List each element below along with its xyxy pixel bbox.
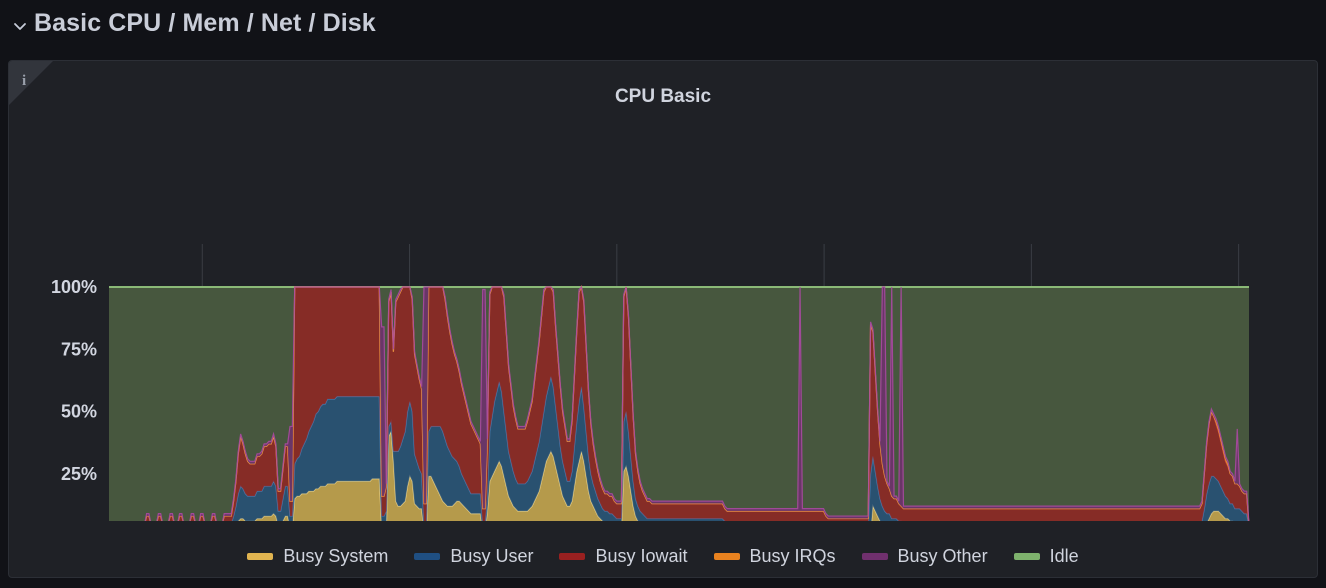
series-idle xyxy=(109,286,1249,521)
legend-color-swatch xyxy=(713,553,740,560)
legend-label: Busy Iowait xyxy=(595,546,688,566)
legend-color-swatch xyxy=(559,553,586,560)
legend-label: Busy System xyxy=(283,546,389,566)
legend-label: Idle xyxy=(1049,546,1079,566)
legend-label: Busy User xyxy=(450,546,534,566)
chart-legend: Busy System Busy User Busy Iowait Busy IRQs… xyxy=(9,546,1317,567)
series-area xyxy=(232,376,1249,521)
stacked-area-chart-svg[interactable]: 0%25%50%75%100%13:0014:0015:0016:0017:00… xyxy=(9,61,1318,521)
legend-color-swatch xyxy=(247,553,274,560)
panel-description-corner[interactable]: i xyxy=(9,61,81,133)
legend-item[interactable]: Busy User xyxy=(414,546,533,567)
legend-color-swatch xyxy=(861,553,888,560)
legend-color-swatch xyxy=(414,553,441,560)
cpu-basic-chart[interactable]: 0%25%50%75%100%13:0014:0015:0016:0017:00… xyxy=(9,61,1318,521)
legend-item[interactable]: Idle xyxy=(1013,546,1079,567)
legend-item[interactable]: Busy IRQs xyxy=(713,546,836,567)
legend-item[interactable]: Busy Iowait xyxy=(559,546,688,567)
dashboard-row-header[interactable]: Basic CPU / Mem / Net / Disk xyxy=(0,0,376,46)
y-axis-tick-label: 100% xyxy=(51,277,97,297)
corner-wedge xyxy=(9,61,53,105)
legend-label: Busy Other xyxy=(897,546,988,566)
legend-label: Busy IRQs xyxy=(749,546,836,566)
legend-color-swatch xyxy=(1013,553,1040,560)
series-line xyxy=(144,285,1250,521)
series-area xyxy=(109,287,1249,521)
panel-title: CPU Basic xyxy=(614,86,712,107)
legend-item[interactable]: Busy Other xyxy=(861,546,988,567)
series-area xyxy=(145,287,1249,521)
cpu-basic-panel: i CPU Basic 0%25%50%75%100%13:0014:0015:… xyxy=(8,60,1318,578)
series-area xyxy=(238,431,1231,521)
info-icon[interactable]: i xyxy=(22,73,27,89)
legend-item[interactable]: Busy System xyxy=(247,546,388,567)
series-busy-other xyxy=(144,285,1250,521)
row-title: Basic CPU / Mem / Net / Disk xyxy=(34,8,376,37)
chevron-down-icon[interactable] xyxy=(12,18,26,32)
y-axis-tick-label: 50% xyxy=(61,402,97,422)
y-axis-tick-label: 75% xyxy=(61,339,97,359)
y-axis-tick-label: 25% xyxy=(61,464,97,484)
